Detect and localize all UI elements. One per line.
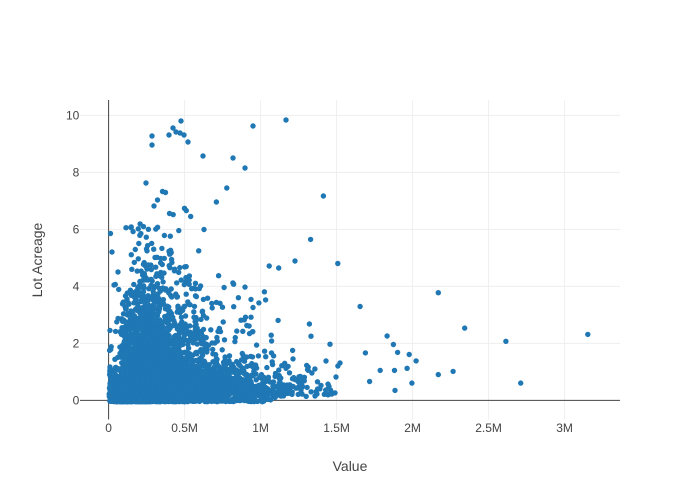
svg-text:10: 10 xyxy=(66,109,80,123)
svg-text:2M: 2M xyxy=(404,421,421,435)
svg-text:1M: 1M xyxy=(252,421,269,435)
svg-text:0.5M: 0.5M xyxy=(171,421,198,435)
svg-text:4: 4 xyxy=(73,280,80,294)
svg-text:3M: 3M xyxy=(556,421,573,435)
svg-text:2: 2 xyxy=(73,337,80,351)
svg-text:6: 6 xyxy=(73,223,80,237)
svg-text:1.5M: 1.5M xyxy=(323,421,350,435)
svg-text:0: 0 xyxy=(105,421,112,435)
svg-text:0: 0 xyxy=(73,394,80,408)
svg-text:Lot Acreage: Lot Acreage xyxy=(29,222,45,297)
svg-text:Value: Value xyxy=(333,458,368,474)
svg-text:2.5M: 2.5M xyxy=(475,421,502,435)
svg-text:8: 8 xyxy=(73,166,80,180)
